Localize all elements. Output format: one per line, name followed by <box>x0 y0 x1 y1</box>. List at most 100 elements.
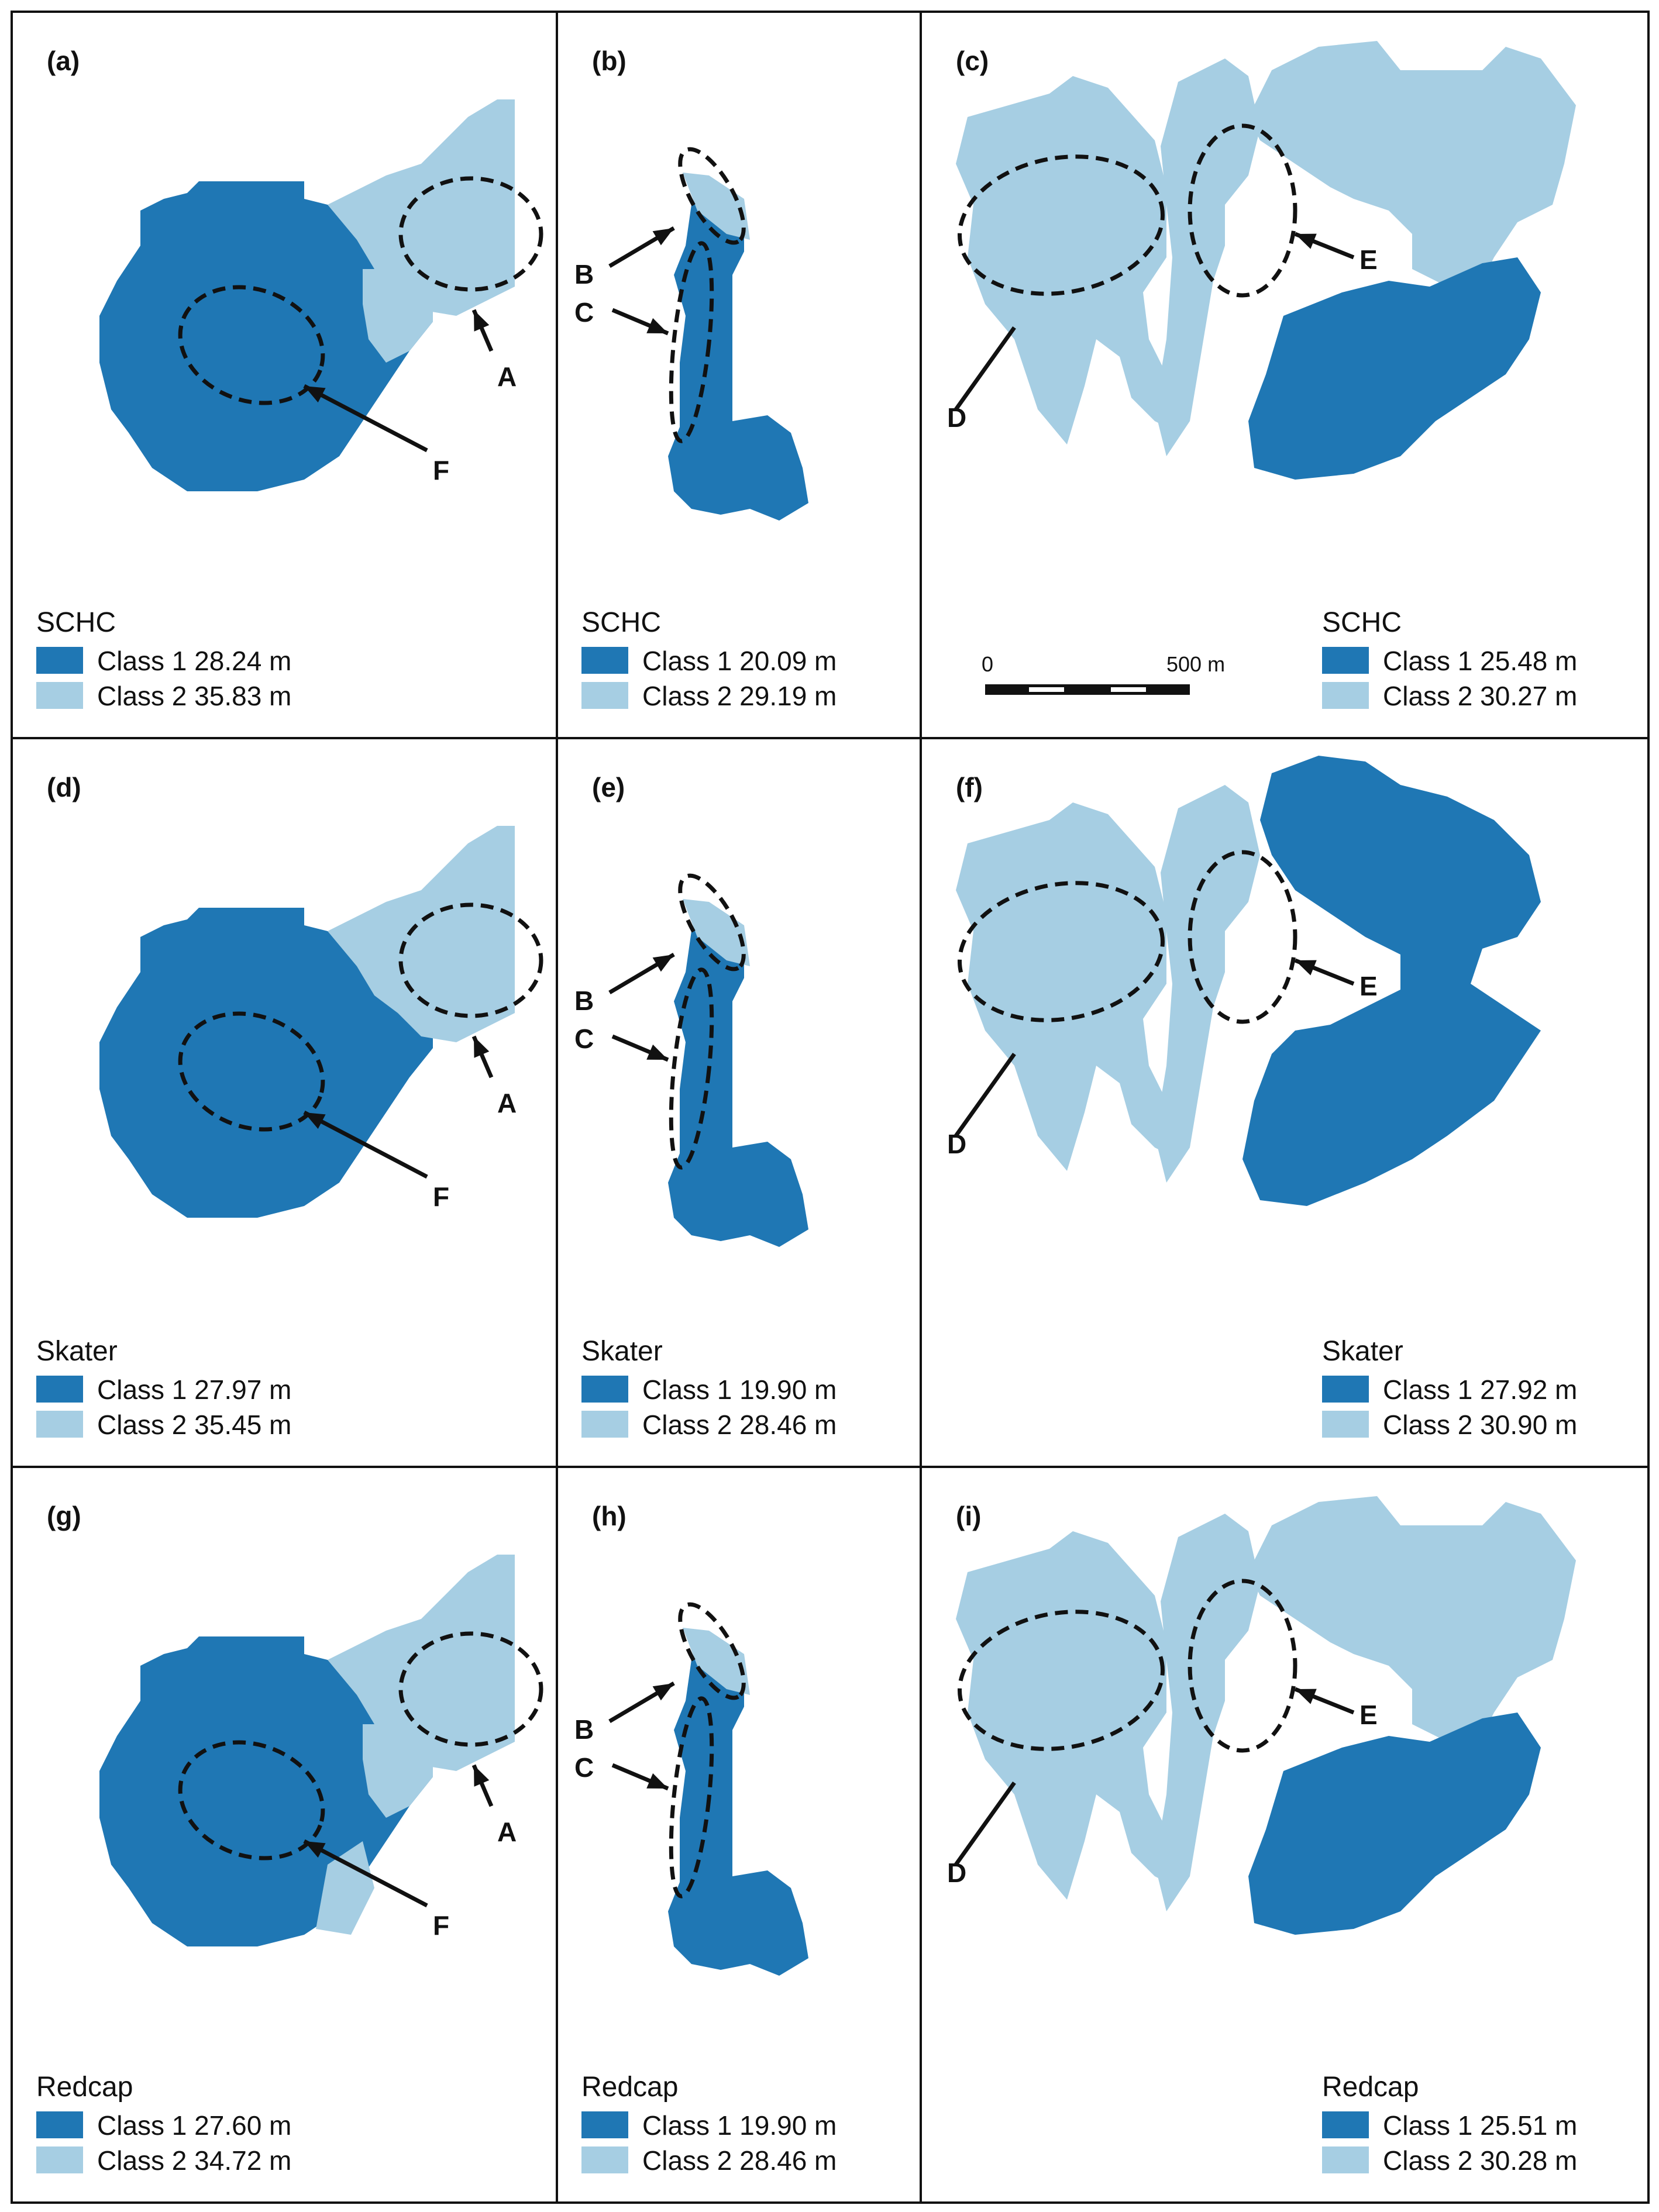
legend-swatch-class1 <box>1322 1376 1369 1403</box>
callout-arrow-e <box>1294 958 1355 986</box>
legend-swatch-class2 <box>36 2146 83 2173</box>
legend-swatch-class2 <box>36 1411 83 1438</box>
map-panel-a: (a) A F SCHC Class 1 28.24 m Class 2 35.83 m <box>36 46 543 711</box>
class2-region <box>956 76 1190 445</box>
map-panel-h: (h) BC Redcap Class 1 19.90 m Class 2 28.46 … <box>574 1501 837 2176</box>
legend-swatch-class1 <box>36 1376 83 1403</box>
legend-label-class2: Class 2 30.27 m <box>1383 681 1577 711</box>
legend-label-class1: Class 1 27.60 m <box>97 2110 291 2141</box>
legend-label-class2: Class 2 35.45 m <box>97 1410 291 1440</box>
legend-label-class2: Class 2 28.46 m <box>642 1410 837 1440</box>
callout-arrow-c <box>611 1763 669 1791</box>
legend-swatch-class1 <box>581 647 628 674</box>
zone-ellipse-d <box>958 1610 1165 1751</box>
class2-region <box>363 269 433 363</box>
legend-swatch-class1 <box>1322 647 1369 674</box>
callout-arrow-e <box>1294 1687 1355 1715</box>
zone-ellipse-c <box>669 1696 714 1899</box>
legend-title: Redcap <box>1322 2072 1419 2103</box>
outer-frame <box>11 11 1650 2204</box>
map-panel-i: (i) D E Redcap Class 1 25.51 m Class 2 30.28 … <box>947 1496 1577 2176</box>
callout-arrow-f <box>303 1839 428 1908</box>
legend-title: SCHC <box>1322 607 1402 638</box>
class1-region <box>668 914 808 1247</box>
panel-label: (i) <box>956 1501 981 1531</box>
zone-ellipse-e <box>1188 1579 1297 1753</box>
callout-arrow-e <box>1294 232 1355 260</box>
class2-region <box>328 99 515 316</box>
legend-swatch-class1 <box>36 647 83 674</box>
zone-ellipse-b <box>678 147 746 245</box>
legend-swatch-class2 <box>1322 1411 1369 1438</box>
legend-label-class1: Class 1 19.90 m <box>642 2110 837 2141</box>
callout-arrow-f <box>303 384 428 453</box>
panel-label: (b) <box>592 46 627 76</box>
class2-region <box>1155 1514 1260 1911</box>
callout-label-e: E <box>1359 1700 1378 1730</box>
zone-ellipse-d <box>958 881 1165 1022</box>
class2-region <box>1248 41 1576 287</box>
panel-label: (a) <box>47 46 80 76</box>
callout-arrow-b <box>608 226 675 268</box>
scale-bar-end-label: 500 m <box>1166 652 1225 676</box>
callout-arrow-c <box>611 1034 669 1062</box>
callout-label-f: F <box>433 1181 449 1212</box>
class2-region <box>683 1628 750 1695</box>
class2-region <box>328 1555 515 1771</box>
class2-region <box>683 899 750 966</box>
callout-arrow-a <box>471 1035 494 1079</box>
callout-label-e: E <box>1359 244 1378 275</box>
legend-label-class2: Class 2 30.28 m <box>1383 2145 1577 2176</box>
legend-swatch-class2 <box>1322 2146 1369 2173</box>
legend-swatch-class2 <box>581 2146 628 2173</box>
map-panel-e: (e) BC Skater Class 1 19.90 m Class 2 28.46 … <box>574 772 837 1440</box>
legend-swatch-class2 <box>1322 682 1369 709</box>
callout-line-d <box>954 326 1016 411</box>
legend-label-class2: Class 2 34.72 m <box>97 2145 291 2176</box>
scale-bar: 0 500 m <box>982 652 1225 695</box>
map-panel-g: (g) A F Redcap Class 1 27.60 m Class 2 34.72 … <box>36 1501 543 2176</box>
legend-label-class2: Class 2 28.46 m <box>642 2145 837 2176</box>
legend-swatch-class1 <box>1322 2111 1369 2138</box>
callout-label-a: A <box>497 1817 517 1847</box>
zone-ellipse-e <box>1188 123 1297 298</box>
zone-ellipse-a <box>398 176 543 292</box>
callout-label-b: B <box>574 1714 594 1745</box>
callout-label-b: B <box>574 259 594 290</box>
callout-label-c: C <box>574 1024 594 1054</box>
legend-swatch-class2 <box>581 682 628 709</box>
legend-label-class1: Class 1 27.92 m <box>1383 1374 1577 1405</box>
callout-label-d: D <box>947 402 966 433</box>
class2-region <box>1155 58 1260 456</box>
class1-region <box>1248 257 1541 480</box>
callout-label-f: F <box>433 1910 449 1941</box>
class2-region <box>956 802 1190 1171</box>
class2-region <box>363 1724 433 1818</box>
callout-label-f: F <box>433 455 449 485</box>
class2-region <box>316 1841 374 1935</box>
class1-region <box>99 181 433 491</box>
panel-label: (f) <box>956 772 983 802</box>
map-panel-f: (f) D E Skater Class 1 27.92 m Class 2 30.90 … <box>947 756 1577 1440</box>
class2-region <box>683 173 750 240</box>
class1-region <box>1248 1713 1541 1935</box>
legend-label-class2: Class 2 29.19 m <box>642 681 837 711</box>
map-panel-c: (c) D E SCHC Class 1 25.48 m Class 2 30.27 m 0… <box>947 41 1577 711</box>
legend-title: Redcap <box>581 2072 678 2103</box>
panel-label: (e) <box>592 772 625 802</box>
callout-label-d: D <box>947 1858 966 1888</box>
panel-label: (g) <box>47 1501 81 1531</box>
legend-label-class1: Class 1 27.97 m <box>97 1374 291 1405</box>
callout-label-d: D <box>947 1129 966 1159</box>
panel-label: (d) <box>47 772 81 802</box>
zone-ellipse-f <box>178 1011 325 1132</box>
zone-ellipse-c <box>669 967 714 1170</box>
callout-label-a: A <box>497 361 517 392</box>
legend-swatch-class1 <box>36 2111 83 2138</box>
legend-swatch-class2 <box>36 682 83 709</box>
callout-arrow-a <box>471 309 494 352</box>
class2-region <box>328 826 515 1042</box>
zone-ellipse-a <box>398 902 543 1018</box>
legend-title: SCHC <box>581 607 661 638</box>
